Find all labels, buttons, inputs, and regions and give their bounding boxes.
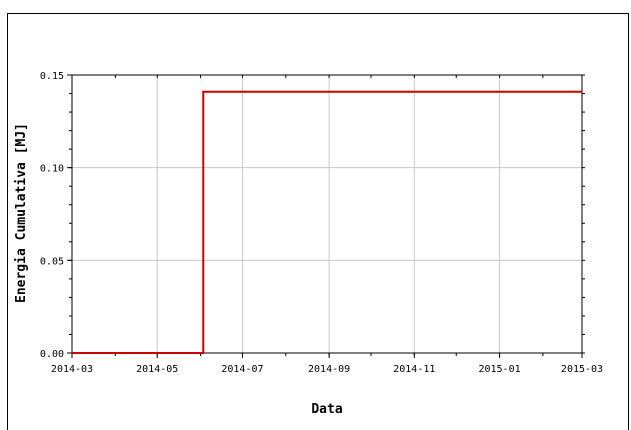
x-tick-label: 2015-01 [478, 364, 520, 375]
axis-ticks: 2014-03 2014-05 2014-07 2014-09 2014-11 2015-… [40, 71, 603, 375]
x-axis-title: Data [311, 402, 342, 417]
y-tick-label: 0.00 [40, 349, 64, 360]
x-tick-label: 2014-11 [393, 364, 435, 375]
grid-lines [71, 75, 583, 353]
y-tick-label: 0.15 [40, 71, 64, 82]
cumulative-energy-line [72, 90, 582, 354]
y-tick-label: 0.05 [40, 256, 64, 267]
x-tick-label: 2014-03 [51, 364, 93, 375]
plot-area-border [71, 74, 583, 354]
x-tick-label: 2014-09 [308, 364, 350, 375]
x-tick-label: 2014-05 [136, 364, 178, 375]
chart-frame [7, 13, 629, 430]
series-layer [72, 90, 582, 354]
x-tick-label: 2015-03 [561, 364, 603, 375]
y-tick-label: 0.10 [40, 164, 64, 175]
y-axis-title: Energia Cumulativa [MJ] [14, 123, 29, 303]
x-tick-label: 2014-07 [221, 364, 263, 375]
